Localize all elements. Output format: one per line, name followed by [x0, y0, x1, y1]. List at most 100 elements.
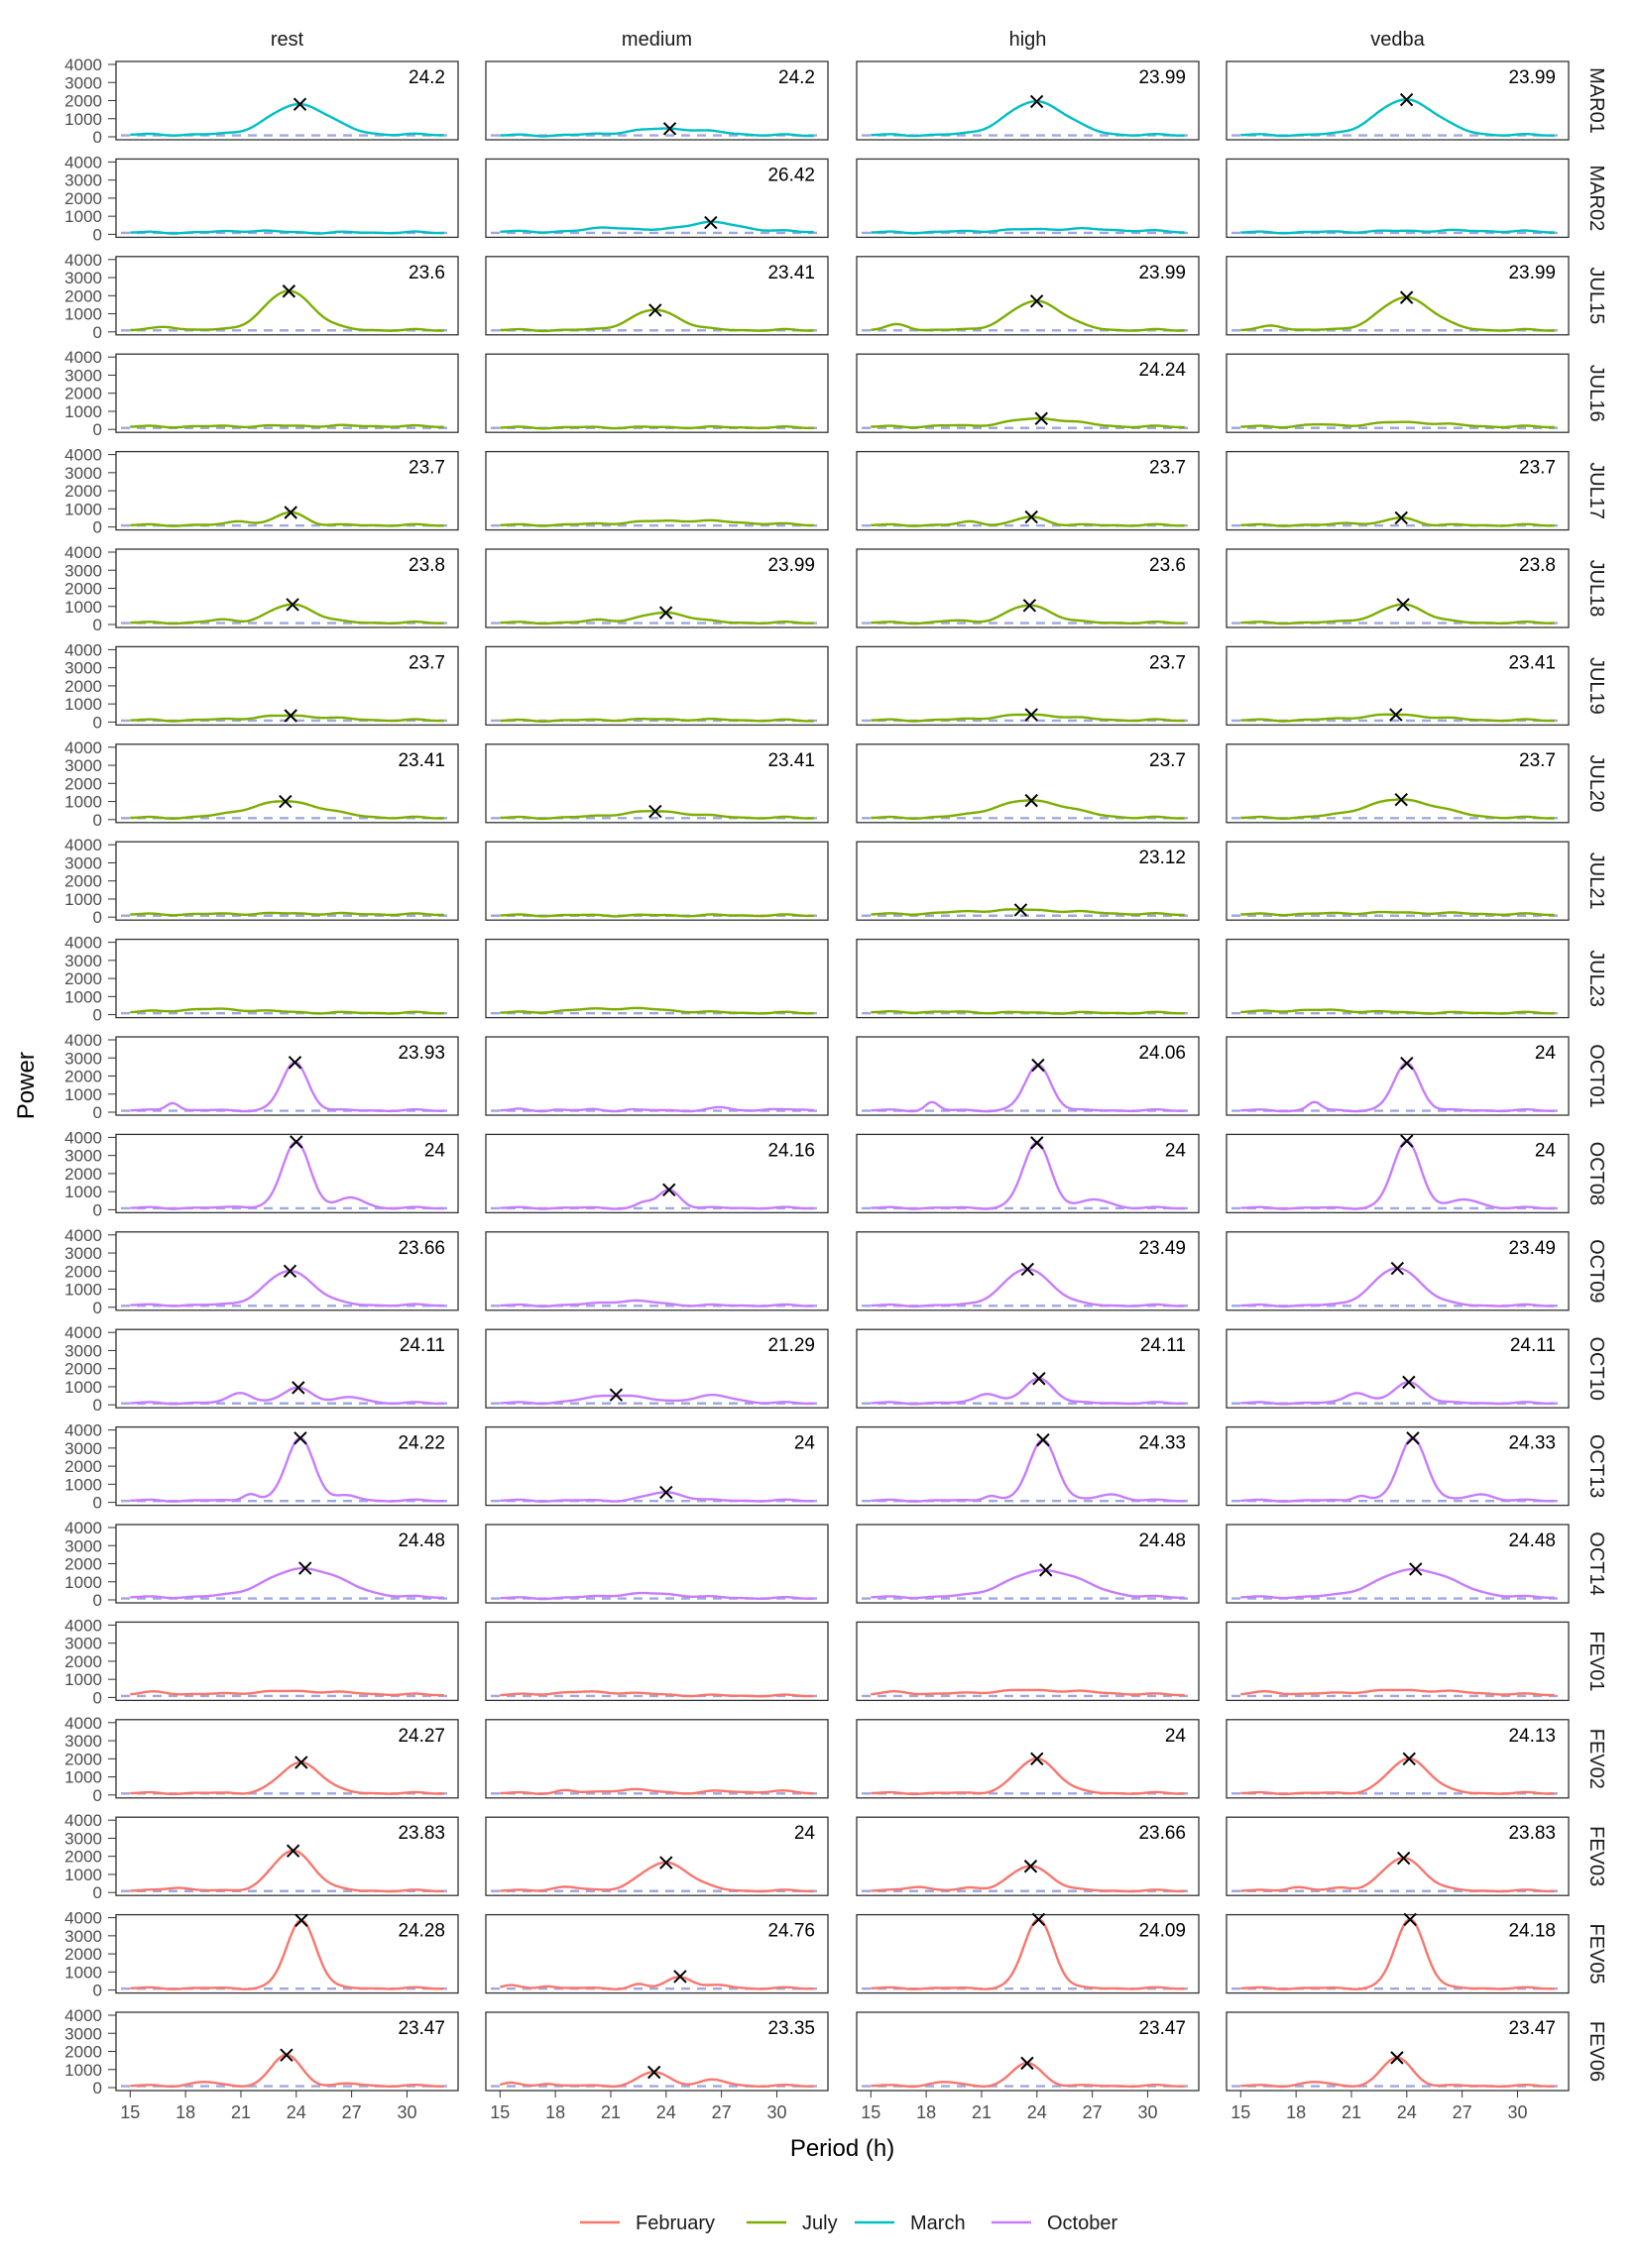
facet-panel: 24.28 — [115, 1913, 459, 1994]
peak-period-label: 23.8 — [409, 555, 445, 576]
x-tick-label: 24 — [287, 2102, 306, 2122]
peak-marker — [1013, 903, 1028, 917]
x-tick-label: 18 — [176, 2102, 195, 2122]
y-tick-label: 3000 — [64, 952, 102, 970]
peak-period-label: 23.35 — [767, 2018, 815, 2039]
y-tick-label: 1000 — [64, 1183, 102, 1201]
periodogram-line — [871, 1688, 1185, 1697]
y-tick-label: 3000 — [64, 756, 102, 775]
peak-marker — [659, 1856, 673, 1870]
peak-period-label: 24.27 — [398, 1726, 445, 1747]
peak-period-label: 24.22 — [398, 1433, 445, 1454]
periodogram-line — [1240, 603, 1555, 625]
peak-marker — [1024, 708, 1038, 722]
facet-panel: 24 — [115, 1133, 459, 1214]
periodogram-line — [130, 1386, 444, 1406]
panel-border — [1226, 2011, 1570, 2092]
facet-panel: 23.7 — [115, 450, 459, 531]
facet-panel — [856, 158, 1200, 239]
facet-panel: 23.47 — [856, 2011, 1200, 2092]
panel-border — [1226, 1133, 1570, 1214]
panel-border — [856, 1719, 1200, 1799]
peak-marker — [1390, 1261, 1405, 1276]
row-strip-label: FEV03 — [1585, 1826, 1607, 1886]
y-tick-label: 4000 — [64, 1128, 102, 1147]
peak-period-label: 23.7 — [1149, 652, 1186, 673]
peak-period-label: 24.33 — [1138, 1433, 1186, 1454]
peak-period-label: 23.47 — [1508, 2018, 1556, 2039]
legend-label: February — [636, 2212, 715, 2234]
panel-border — [1226, 1719, 1570, 1799]
row-strip-label: FEV02 — [1585, 1729, 1607, 1789]
peak-period-label: 24 — [1535, 1043, 1557, 1064]
facet-panel: 23.47 — [1226, 2011, 1570, 2092]
periodogram-line — [130, 1689, 444, 1697]
y-tick-label: 3000 — [64, 1049, 102, 1068]
y-tick-label: 2000 — [64, 1068, 102, 1086]
periodogram-line — [500, 717, 814, 723]
peak-marker — [1029, 94, 1044, 109]
peak-period-label: 24.2 — [409, 67, 445, 88]
peak-period-label: 24.48 — [1138, 1531, 1186, 1551]
facet-panel — [485, 645, 829, 727]
peak-marker — [648, 804, 662, 819]
facet-panel: 24 — [1226, 1133, 1570, 1214]
row-strip-label: JUL17 — [1585, 462, 1607, 519]
y-tick-label: 1000 — [64, 1573, 102, 1592]
y-tick-label: 0 — [93, 128, 102, 147]
periodogram-line — [871, 416, 1185, 429]
y-tick-label: 1000 — [64, 1475, 102, 1494]
y-tick-label: 4000 — [64, 738, 102, 757]
panel-border — [856, 1524, 1200, 1604]
peak-period-label: 23.6 — [409, 263, 445, 284]
periodogram-line — [130, 1760, 444, 1796]
peak-period-label: 23.99 — [1138, 263, 1186, 284]
periodogram-line — [1240, 228, 1555, 235]
y-tick-label: 0 — [93, 1299, 102, 1317]
x-tick-label: 30 — [1137, 2102, 1157, 2122]
panel-border — [115, 60, 459, 141]
peak-period-label: 23.83 — [398, 1823, 445, 1844]
y-tick-label: 4000 — [64, 1421, 102, 1440]
periodogram-line — [1240, 295, 1555, 332]
peak-marker — [1030, 1752, 1044, 1766]
panel-border — [856, 1816, 1200, 1896]
facet-panel: 24 — [485, 1425, 829, 1507]
peak-marker — [1389, 708, 1403, 722]
periodogram-line — [130, 714, 444, 723]
periodogram-line — [500, 611, 814, 625]
y-tick-label: 4000 — [64, 1226, 102, 1245]
peak-marker — [283, 1264, 297, 1279]
peak-marker — [1400, 1134, 1414, 1148]
y-tick-label: 2000 — [64, 2043, 102, 2062]
periodogram-line — [500, 1787, 814, 1795]
periodogram-line — [130, 1849, 444, 1893]
row-strip-label: OCT10 — [1585, 1336, 1607, 1400]
periodogram-line — [130, 102, 444, 137]
row-strip-label: OCT09 — [1585, 1239, 1607, 1303]
x-tick-label: 24 — [1397, 2102, 1417, 2122]
panel-border — [485, 2011, 829, 2092]
peak-period-label: 23.47 — [1138, 2018, 1186, 2039]
y-tick-label: 3000 — [64, 2024, 102, 2043]
peak-marker — [292, 1381, 305, 1395]
legend-label: March — [910, 2212, 966, 2234]
facet-panel: 24 — [856, 1133, 1200, 1214]
peak-period-label: 24 — [424, 1140, 446, 1161]
x-tick-label: 27 — [1083, 2102, 1103, 2122]
peak-period-label: 23.49 — [1138, 1238, 1186, 1259]
peak-period-label: 24 — [1165, 1726, 1187, 1747]
y-tick-label: 3000 — [64, 1635, 102, 1653]
panel-border — [856, 548, 1200, 628]
peak-period-label: 23.99 — [1138, 67, 1186, 88]
peak-period-label: 23.66 — [398, 1238, 445, 1259]
facet-panel — [485, 450, 829, 531]
peak-marker — [288, 1056, 302, 1070]
periodogram-line — [500, 425, 814, 430]
peak-period-label: 23.8 — [1519, 555, 1556, 576]
peak-marker — [1036, 1432, 1050, 1447]
y-tick-label: 1000 — [64, 890, 102, 909]
facet-panel: 24.48 — [1226, 1524, 1570, 1604]
y-tick-label: 0 — [93, 1006, 102, 1025]
facet-panel: 23.41 — [115, 743, 459, 824]
